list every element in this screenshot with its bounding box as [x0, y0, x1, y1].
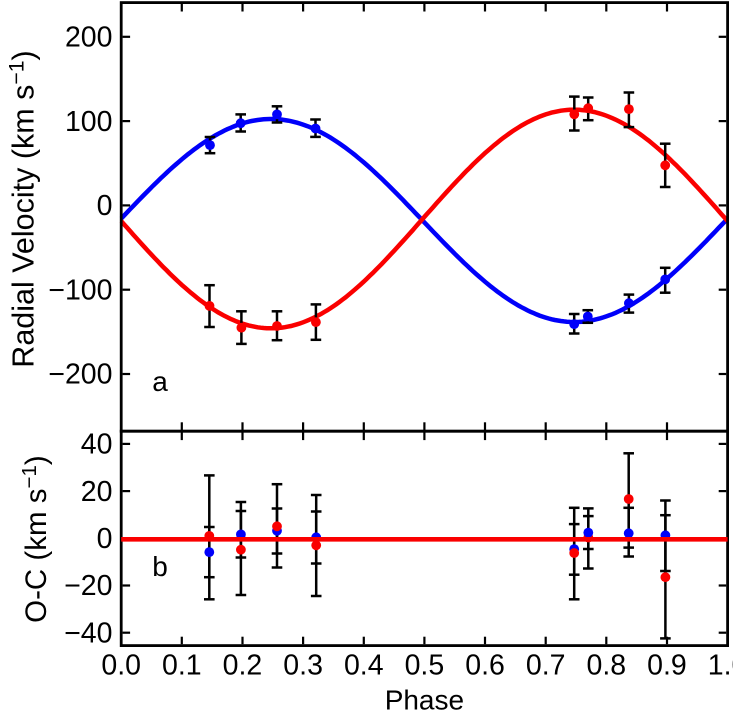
svg-text:0.2: 0.2 [223, 650, 263, 682]
svg-text:a: a [152, 366, 168, 397]
svg-text:0: 0 [97, 523, 113, 555]
svg-text:−100: −100 [48, 274, 112, 306]
svg-text:0.8: 0.8 [587, 650, 627, 682]
svg-text:0.4: 0.4 [344, 650, 384, 682]
svg-text:0.0: 0.0 [101, 650, 141, 682]
svg-text:20: 20 [81, 476, 113, 508]
svg-text:−200: −200 [48, 359, 112, 391]
svg-text:0.9: 0.9 [647, 650, 687, 682]
svg-text:0.3: 0.3 [283, 650, 323, 682]
svg-text:0: 0 [97, 190, 113, 222]
svg-text:Phase: Phase [385, 685, 464, 712]
svg-text:1.0: 1.0 [708, 650, 733, 682]
svg-text:200: 200 [65, 22, 113, 54]
svg-text:b: b [152, 551, 168, 582]
svg-text:−40: −40 [64, 617, 112, 649]
svg-text:0.5: 0.5 [405, 650, 445, 682]
svg-text:100: 100 [65, 106, 113, 138]
svg-text:Radial Velocity (km s−1): Radial Velocity (km s−1) [6, 50, 41, 367]
svg-text:0.6: 0.6 [465, 650, 505, 682]
svg-text:0.1: 0.1 [162, 650, 202, 682]
svg-text:0.7: 0.7 [526, 650, 566, 682]
svg-text:−20: −20 [64, 570, 112, 602]
svg-text:O-C (km s−1): O-C (km s−1) [18, 455, 53, 623]
svg-text:40: 40 [81, 429, 113, 461]
